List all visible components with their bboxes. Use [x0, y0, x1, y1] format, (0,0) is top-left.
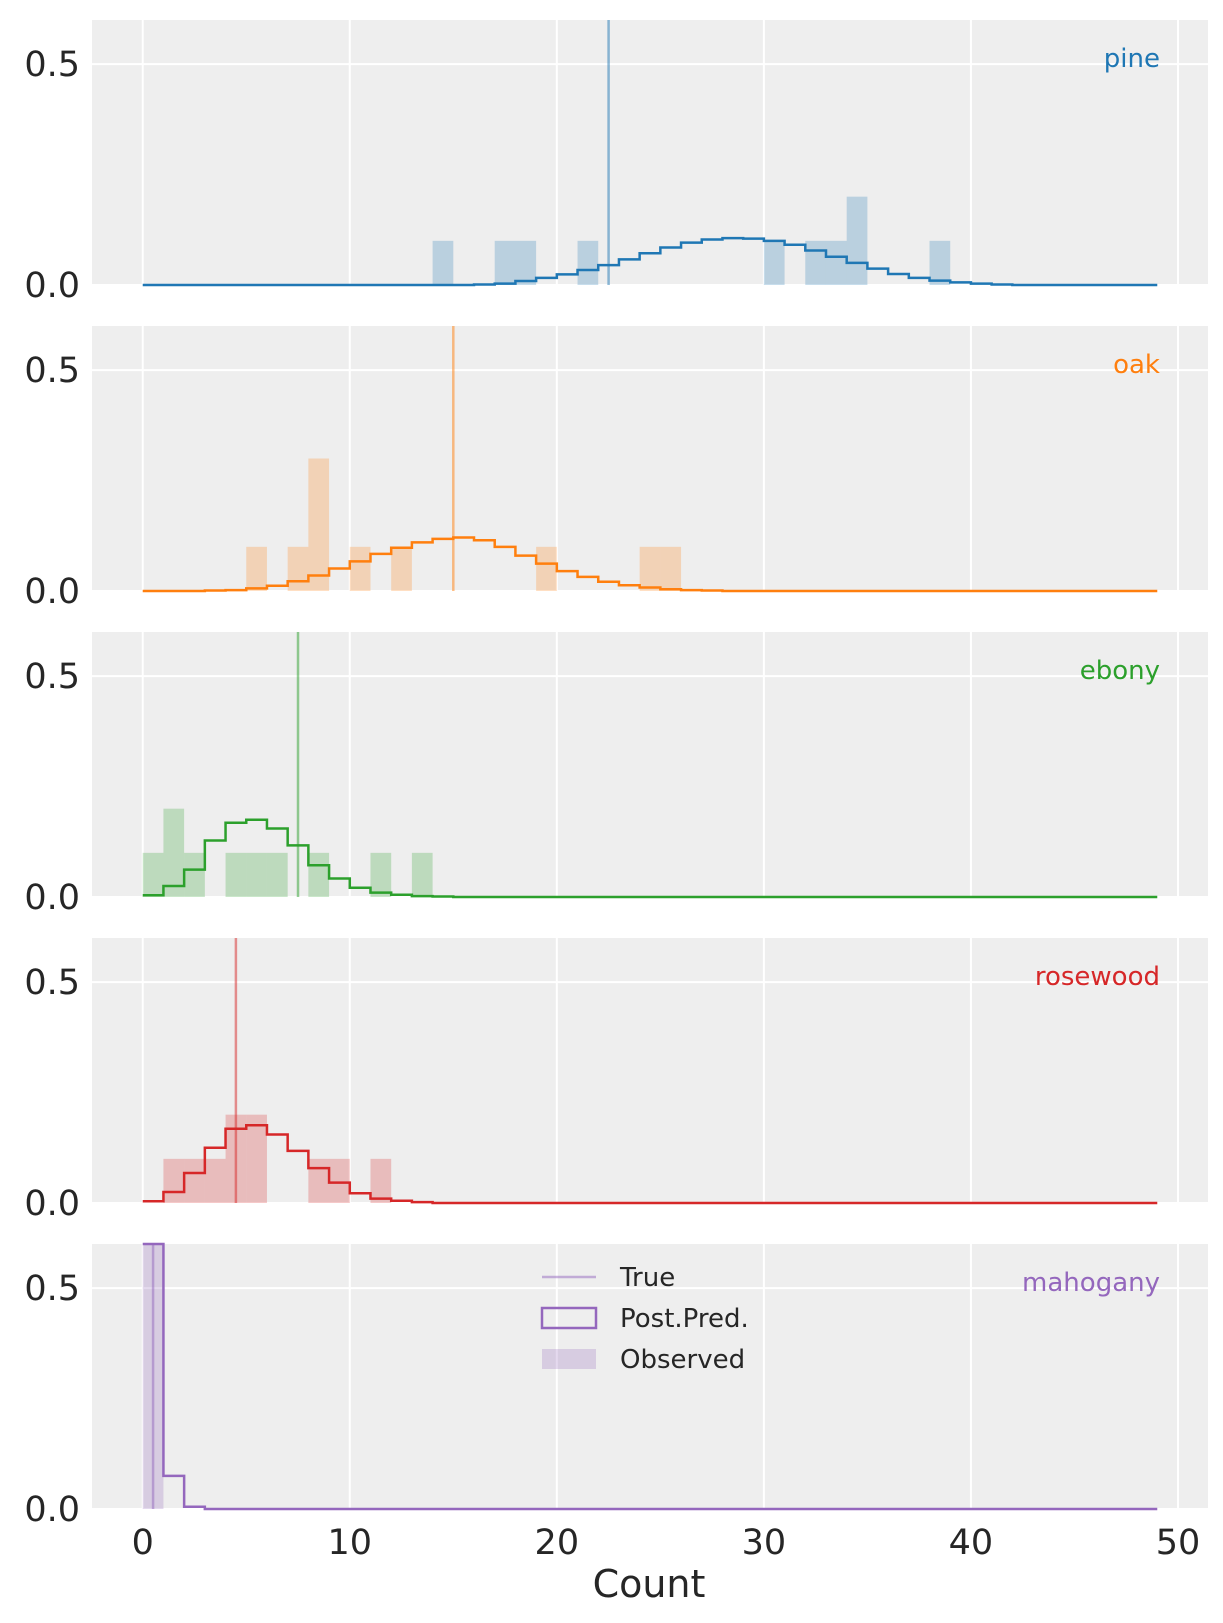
x-tick-label: 0 [132, 1523, 154, 1563]
observed-bar [329, 1158, 350, 1203]
legend-entry-label: Observed [620, 1345, 745, 1375]
y-tick-label: 0.0 [24, 878, 80, 918]
posterior-predictive-line [142, 1242, 1158, 1511]
y-tick-label: 0.5 [24, 45, 80, 85]
x-tick-label: 40 [949, 1523, 994, 1563]
observed-bar [660, 546, 682, 591]
observed-bar [287, 546, 309, 591]
observed-bar [432, 240, 454, 285]
observed-bar [308, 458, 330, 591]
x-tick-label: 30 [742, 1523, 787, 1563]
panel-background [92, 20, 1208, 285]
y-tick-label: 0.0 [24, 266, 80, 306]
observed-bar [825, 240, 847, 285]
observed-bar [639, 546, 661, 591]
posterior-predictive-line [142, 236, 1158, 287]
observed-bar [163, 1158, 185, 1203]
posterior-predictive-line [142, 536, 1158, 593]
panel-oak: 0.0 0.5 oak [24, 326, 1208, 612]
legend-postpred-swatch [540, 1306, 598, 1330]
panel-mahogany: 0.0 0.5 mahogany [24, 1242, 1208, 1530]
observed-bar [391, 546, 412, 591]
observed-bar [370, 852, 392, 897]
panel-rosewood: 0.0 0.5 rosewood [24, 938, 1208, 1224]
legend-observed-swatch [542, 1349, 596, 1369]
observed-bar [370, 1158, 392, 1203]
y-tick-label: 0.0 [24, 1490, 80, 1530]
observed-bar [515, 240, 537, 285]
panels: 0.0 0.5 pine 0.0 0.5 oak 0.0 0.5 ebony 0.0 0.5 rose… [24, 20, 1208, 1530]
observed-bar [349, 546, 371, 591]
observed-bar [929, 240, 951, 285]
y-tick-label: 0.0 [24, 572, 80, 612]
posterior-predictive-line [142, 818, 1158, 899]
posterior-predictive-line [142, 1124, 1158, 1205]
observed-bar [266, 852, 288, 897]
y-tick-label: 0.5 [24, 657, 80, 697]
panel-pine: 0.0 0.5 pine [24, 20, 1208, 306]
observed-bar [246, 546, 267, 591]
legend-entry-label: Post.Pred. [620, 1304, 749, 1334]
observed-bar [308, 852, 330, 897]
y-tick-label: 0.5 [24, 351, 80, 391]
panel-label: oak [1113, 350, 1160, 380]
observed-bar [536, 546, 557, 591]
y-tick-label: 0.5 [24, 963, 80, 1003]
observed-bar [184, 1158, 205, 1203]
observed-bar [411, 852, 433, 897]
panel-label: ebony [1080, 656, 1160, 686]
observed-bar [225, 852, 247, 897]
y-tick-label: 0.0 [24, 1184, 80, 1224]
observed-bar [204, 1158, 226, 1203]
observed-bar [246, 1114, 267, 1203]
observed-bar [163, 808, 185, 897]
observed-bar [763, 240, 785, 285]
observed-bar [246, 852, 267, 897]
observed-bar [846, 196, 868, 285]
x-axis-label: Count [593, 1562, 706, 1606]
x-tick-label: 50 [1156, 1523, 1201, 1563]
x-tick-label: 10 [328, 1523, 373, 1563]
observed-bar [142, 852, 164, 897]
observed-bar [805, 240, 826, 285]
observed-bar [577, 240, 599, 285]
observed-bar [184, 852, 205, 897]
observed-bar [494, 240, 516, 285]
panel-label: rosewood [1035, 962, 1160, 992]
y-tick-label: 0.5 [24, 1269, 80, 1309]
legend: True Post.Pred. Observed [540, 1263, 749, 1375]
legend-entry-label: True [619, 1263, 675, 1293]
panel-ebony: 0.0 0.5 ebony [24, 632, 1208, 918]
x-tick-label: 20 [535, 1523, 580, 1563]
panel-label: mahogany [1022, 1268, 1160, 1298]
x-axis: 0 10 20 30 40 50 [132, 1523, 1201, 1563]
panel-label: pine [1104, 44, 1160, 74]
observed-bar [308, 1158, 330, 1203]
